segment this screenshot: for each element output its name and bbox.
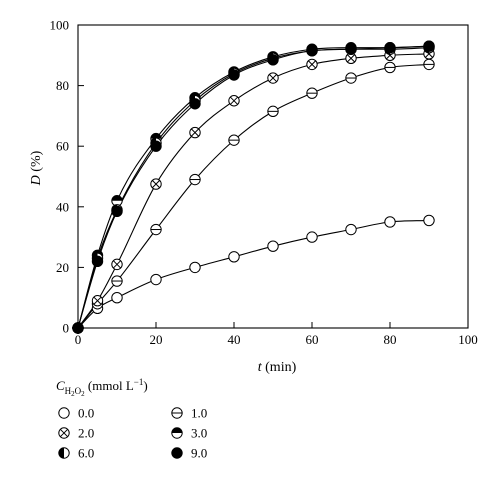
x-tick-label: 40 — [228, 332, 241, 347]
data-point — [345, 52, 357, 65]
fit-curve-2.0 — [77, 53, 430, 329]
legend-marker — [58, 447, 70, 459]
legend-item: 6.0 — [58, 446, 94, 461]
fit-curves — [77, 45, 430, 329]
y-tick-label: 100 — [50, 18, 70, 33]
data-point — [345, 43, 357, 55]
y-tick-label: 80 — [56, 78, 69, 93]
data-point — [423, 58, 435, 71]
data-point — [267, 72, 279, 84]
data-point — [306, 45, 318, 57]
data-point — [228, 251, 240, 263]
data-point — [150, 273, 162, 286]
legend-marker — [171, 447, 183, 459]
data-point — [345, 72, 357, 84]
legend-items: 0.0 1.0 2.0 3.0 6.0 9.0 — [58, 406, 207, 461]
data-point — [189, 173, 201, 186]
fit-curve-1.0 — [77, 63, 430, 329]
x-tick-label: 0 — [75, 332, 82, 347]
y-tick-label: 60 — [56, 139, 69, 154]
legend-item: 1.0 — [171, 406, 207, 421]
legend: CH2O2 (mmol L−1) 0.0 1.0 2.0 3.0 6.0 9.0 — [56, 377, 207, 461]
x-tick-label: 100 — [458, 332, 478, 347]
data-point — [111, 258, 123, 271]
legend-label: 3.0 — [191, 426, 207, 441]
legend-label: 1.0 — [191, 406, 207, 421]
data-point — [384, 42, 396, 54]
data-point — [345, 223, 357, 236]
data-point — [306, 231, 318, 243]
data-point — [267, 54, 279, 66]
x-tick-label: 60 — [306, 332, 319, 347]
y-axis-label: D (%) — [29, 150, 44, 186]
data-point — [423, 40, 435, 52]
data-point — [267, 240, 279, 252]
data-point — [111, 275, 123, 287]
y-tick-label: 0 — [63, 321, 70, 336]
data-point — [150, 140, 162, 152]
legend-item: 9.0 — [171, 446, 207, 461]
data-point — [189, 261, 201, 274]
data-point — [228, 69, 240, 81]
data-point — [91, 255, 104, 268]
x-axis-label: t (min) — [258, 360, 297, 375]
data-point — [189, 98, 201, 110]
y-axis-unit: (%) — [29, 150, 44, 175]
data-point — [384, 61, 396, 74]
data-points — [72, 40, 435, 334]
fit-curve-6.0 — [77, 47, 430, 329]
legend-marker — [171, 427, 183, 439]
data-point — [189, 126, 201, 139]
data-point — [306, 58, 318, 71]
x-axis-unit: (min) — [262, 360, 297, 375]
legend-marker — [58, 427, 70, 439]
data-point — [111, 205, 123, 218]
legend-marker — [171, 407, 183, 419]
y-tick-label: 40 — [56, 199, 69, 214]
data-point — [150, 178, 162, 190]
legend-label: 6.0 — [78, 446, 94, 461]
data-point — [306, 87, 318, 99]
x-tick-label: 80 — [384, 332, 397, 347]
data-point — [150, 223, 162, 236]
x-axis-variable: t — [258, 360, 263, 375]
data-point — [267, 105, 279, 118]
data-point — [111, 292, 123, 304]
legend-item: 3.0 — [171, 426, 207, 441]
legend-label: 9.0 — [191, 446, 207, 461]
data-point — [228, 134, 240, 146]
data-point — [384, 216, 396, 228]
legend-label: 0.0 — [78, 406, 94, 421]
legend-item: 0.0 — [58, 406, 94, 421]
plot-frame — [77, 24, 469, 329]
legend-label: 2.0 — [78, 426, 94, 441]
legend-title: CH2O2 (mmol L−1) — [56, 377, 148, 398]
x-tick-label: 20 — [150, 332, 163, 347]
data-point — [423, 214, 435, 227]
data-point — [111, 195, 123, 207]
legend-item: 2.0 — [58, 426, 94, 441]
y-axis-variable: D — [29, 175, 44, 186]
legend-marker — [58, 407, 70, 419]
axes: 0 20 40 60 80 100 0 20 40 60 80 100 — [50, 18, 478, 348]
data-point — [72, 322, 84, 334]
data-point — [91, 295, 104, 307]
data-point — [228, 95, 240, 107]
y-tick-label: 20 — [56, 260, 69, 275]
